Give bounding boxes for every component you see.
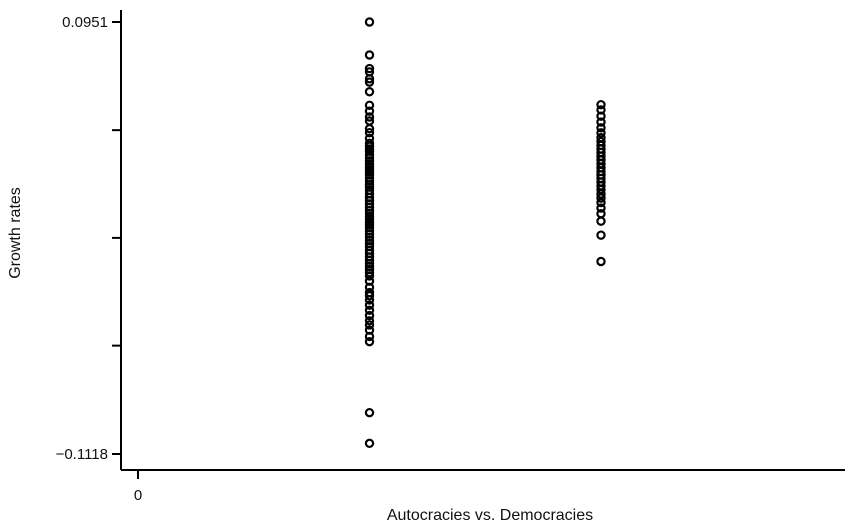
data-point bbox=[364, 50, 375, 60]
data-point bbox=[364, 282, 375, 293]
data-point bbox=[364, 305, 375, 316]
data-point bbox=[364, 320, 375, 330]
data-point bbox=[596, 208, 606, 219]
data-point bbox=[364, 100, 375, 111]
data-point bbox=[364, 331, 375, 342]
data-point bbox=[364, 271, 375, 281]
data-point bbox=[364, 17, 375, 27]
data-point bbox=[364, 74, 375, 84]
y-tick-label: 0.0951 bbox=[62, 14, 108, 31]
data-point bbox=[596, 99, 606, 110]
data-points bbox=[364, 17, 606, 449]
y-tick-label: −0.1118 bbox=[56, 446, 108, 463]
axes: 0.0951 −0.1118 0 bbox=[56, 10, 845, 504]
data-point bbox=[364, 300, 375, 310]
data-point bbox=[364, 123, 375, 134]
data-point bbox=[364, 106, 375, 116]
data-point bbox=[364, 291, 375, 301]
data-point bbox=[364, 295, 375, 305]
data-point bbox=[364, 150, 375, 160]
data-point bbox=[596, 256, 606, 267]
data-point bbox=[364, 407, 375, 418]
data-point bbox=[596, 184, 606, 195]
data-point bbox=[596, 128, 606, 138]
data-point bbox=[364, 87, 375, 97]
data-point bbox=[364, 214, 375, 224]
data-point bbox=[364, 127, 375, 138]
data-point bbox=[364, 310, 375, 321]
x-tick-label: 0 bbox=[134, 487, 142, 504]
data-point bbox=[364, 336, 375, 347]
data-point bbox=[596, 216, 606, 226]
data-point bbox=[364, 77, 375, 87]
data-point bbox=[596, 111, 606, 121]
data-point bbox=[596, 197, 606, 208]
data-point bbox=[364, 63, 375, 74]
data-point bbox=[596, 189, 606, 199]
data-point bbox=[364, 176, 375, 187]
data-point bbox=[364, 112, 375, 122]
y-axis-title: Growth rates bbox=[7, 187, 24, 279]
data-point bbox=[364, 268, 375, 278]
data-point bbox=[596, 193, 606, 203]
data-point bbox=[596, 123, 606, 133]
data-point bbox=[364, 438, 375, 449]
data-point bbox=[596, 203, 606, 213]
data-point bbox=[596, 230, 606, 240]
data-point bbox=[364, 316, 375, 326]
data-point bbox=[596, 117, 606, 127]
x-axis-title: Autocracies vs. Democracies bbox=[387, 507, 593, 524]
